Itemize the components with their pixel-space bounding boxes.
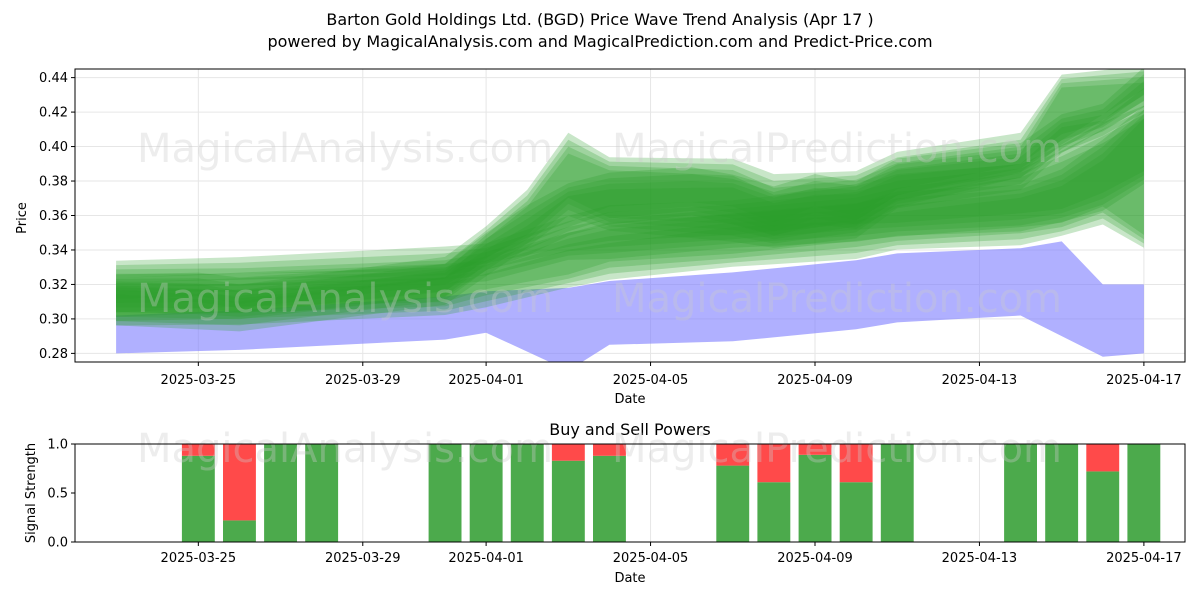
price-x-tick-label: 2025-04-01 bbox=[448, 373, 524, 388]
green-wave-band bbox=[116, 105, 1144, 326]
price-x-axis-label: Date bbox=[614, 392, 645, 407]
signal-x-tick-label: 2025-04-01 bbox=[448, 551, 524, 566]
price-y-tick-label: 0.32 bbox=[39, 278, 68, 293]
sell-power-bar bbox=[223, 444, 256, 521]
green-wave-band bbox=[116, 82, 1144, 314]
chart-subtitle: powered by MagicalAnalysis.com and Magic… bbox=[267, 32, 932, 51]
price-y-tick-label: 0.38 bbox=[39, 175, 68, 190]
buy-power-bar bbox=[223, 520, 256, 542]
buy-power-bar bbox=[469, 444, 503, 542]
blue-price-band bbox=[116, 241, 1144, 362]
sell-power-bar bbox=[798, 444, 832, 455]
price-y-axis-label: Price bbox=[15, 202, 30, 234]
signal-panel: Buy and Sell Powers MagicalAnalysis.com … bbox=[24, 420, 1186, 586]
price-y-tick-label: 0.36 bbox=[39, 209, 68, 224]
price-y-tick-label: 0.42 bbox=[39, 106, 68, 121]
watermark-prediction-mid: MagicalPrediction.com bbox=[612, 276, 1062, 322]
price-x-tick-label: 2025-04-17 bbox=[1106, 373, 1182, 388]
green-wave-band bbox=[116, 74, 1144, 313]
sell-power-bar bbox=[757, 444, 791, 483]
buy-power-bar bbox=[551, 460, 585, 542]
price-x-tick-label: 2025-04-09 bbox=[777, 373, 853, 388]
buy-power-bar bbox=[510, 444, 544, 542]
buy-power-bar bbox=[1045, 444, 1079, 542]
green-wave-band bbox=[116, 118, 1144, 278]
buy-power-bar bbox=[839, 482, 873, 542]
price-y-tick-label: 0.44 bbox=[39, 71, 68, 86]
watermark-analysis-bottom: MagicalAnalysis.com bbox=[137, 426, 553, 472]
signal-y-tick-label: 1.0 bbox=[47, 438, 68, 453]
signal-plot-area bbox=[75, 444, 1185, 542]
signal-x-tick-label: 2025-04-05 bbox=[613, 551, 689, 566]
signal-x-tick-label: 2025-04-17 bbox=[1106, 551, 1182, 566]
price-y-tick-label: 0.40 bbox=[39, 140, 68, 155]
buy-power-bar bbox=[757, 482, 791, 542]
price-y-tick-label: 0.34 bbox=[39, 243, 68, 258]
green-wave-band bbox=[116, 69, 1144, 332]
green-wave-band bbox=[116, 71, 1144, 326]
signal-x-tick-label: 2025-03-25 bbox=[161, 551, 237, 566]
green-wave-band bbox=[116, 109, 1144, 322]
signal-chart-title: Buy and Sell Powers bbox=[549, 420, 711, 439]
green-wave-band bbox=[116, 114, 1144, 317]
signal-x-tick-label: 2025-03-29 bbox=[325, 551, 401, 566]
buy-power-bar bbox=[305, 444, 339, 542]
sell-power-bar bbox=[593, 444, 626, 456]
price-y-tick-label: 0.28 bbox=[39, 347, 68, 362]
buy-power-bar bbox=[593, 455, 626, 542]
price-y-tick-label: 0.30 bbox=[39, 312, 68, 327]
buy-power-bar bbox=[181, 455, 215, 542]
buy-power-bar bbox=[1004, 444, 1037, 542]
green-wave-band bbox=[116, 88, 1144, 304]
green-wave-band bbox=[116, 118, 1144, 313]
buy-power-bar bbox=[798, 454, 832, 542]
sell-power-bar bbox=[716, 444, 750, 466]
buy-power-bar bbox=[1086, 471, 1120, 542]
green-wave-band bbox=[116, 77, 1144, 320]
sell-power-bar bbox=[1086, 444, 1120, 472]
chart-title: Barton Gold Holdings Ltd. (BGD) Price Wa… bbox=[326, 10, 873, 29]
price-axis-ticks: 0.28 0.30 0.32 0.34 0.36 0.38 0.40 0.42 0.44 2025… bbox=[39, 71, 1182, 388]
watermark-analysis-mid: MagicalAnalysis.com bbox=[137, 276, 553, 322]
watermark-prediction-bottom: MagicalPrediction.com bbox=[612, 426, 1062, 472]
watermark-analysis-top: MagicalAnalysis.com bbox=[137, 126, 553, 172]
price-panel: MagicalAnalysis.com MagicalPrediction.co… bbox=[15, 68, 1186, 407]
green-wave-band bbox=[116, 81, 1144, 309]
signal-y-axis-label: Signal Strength bbox=[24, 443, 39, 543]
green-wave-band bbox=[116, 69, 1144, 317]
signal-x-axis-label: Date bbox=[614, 571, 645, 586]
signal-y-tick-label: 0.0 bbox=[47, 536, 68, 551]
signal-bars bbox=[181, 444, 1161, 542]
buy-power-bar bbox=[1127, 444, 1161, 542]
buy-power-bar bbox=[880, 444, 914, 542]
watermark-prediction-top: MagicalPrediction.com bbox=[612, 126, 1062, 172]
price-bands bbox=[116, 69, 1144, 362]
sell-power-bar bbox=[181, 444, 215, 456]
signal-axis-ticks: 0.0 0.5 1.0 2025-03-25 2025-03-29 2025-04-01 2… bbox=[47, 438, 1181, 567]
sell-power-bar bbox=[551, 444, 585, 461]
signal-y-tick-label: 0.5 bbox=[47, 487, 68, 502]
price-x-tick-label: 2025-03-25 bbox=[161, 373, 237, 388]
price-x-tick-label: 2025-04-13 bbox=[942, 373, 1018, 388]
sell-power-bar bbox=[839, 444, 873, 483]
signal-x-tick-label: 2025-04-09 bbox=[777, 551, 853, 566]
price-x-tick-label: 2025-04-05 bbox=[613, 373, 689, 388]
green-wave-band bbox=[116, 109, 1144, 287]
green-wave-band bbox=[116, 114, 1144, 283]
buy-power-bar bbox=[716, 465, 750, 542]
green-wave-band bbox=[116, 105, 1144, 292]
buy-power-bar bbox=[264, 444, 297, 542]
buy-power-bar bbox=[428, 444, 462, 542]
signal-x-tick-label: 2025-04-13 bbox=[942, 551, 1018, 566]
price-x-tick-label: 2025-03-29 bbox=[325, 373, 401, 388]
